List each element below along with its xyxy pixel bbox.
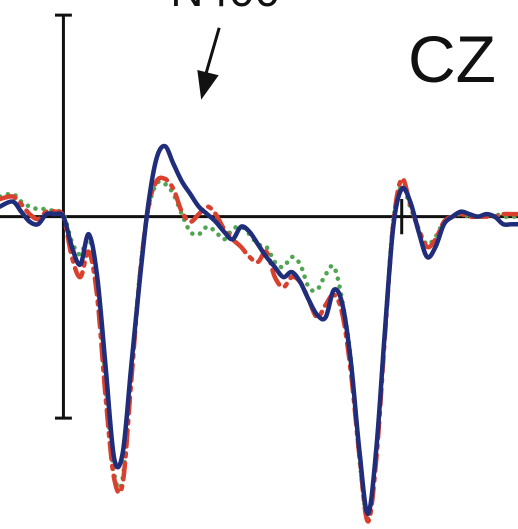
series-line-dashed: [0, 175, 518, 524]
electrode-label: CZ: [408, 22, 496, 96]
n400-annotation-label: N400: [170, 0, 280, 16]
n400-arrow-head: [197, 69, 219, 100]
series-layer: [0, 143, 518, 524]
n400-arrow-line: [202, 27, 221, 81]
series-line-solid: [0, 143, 518, 517]
